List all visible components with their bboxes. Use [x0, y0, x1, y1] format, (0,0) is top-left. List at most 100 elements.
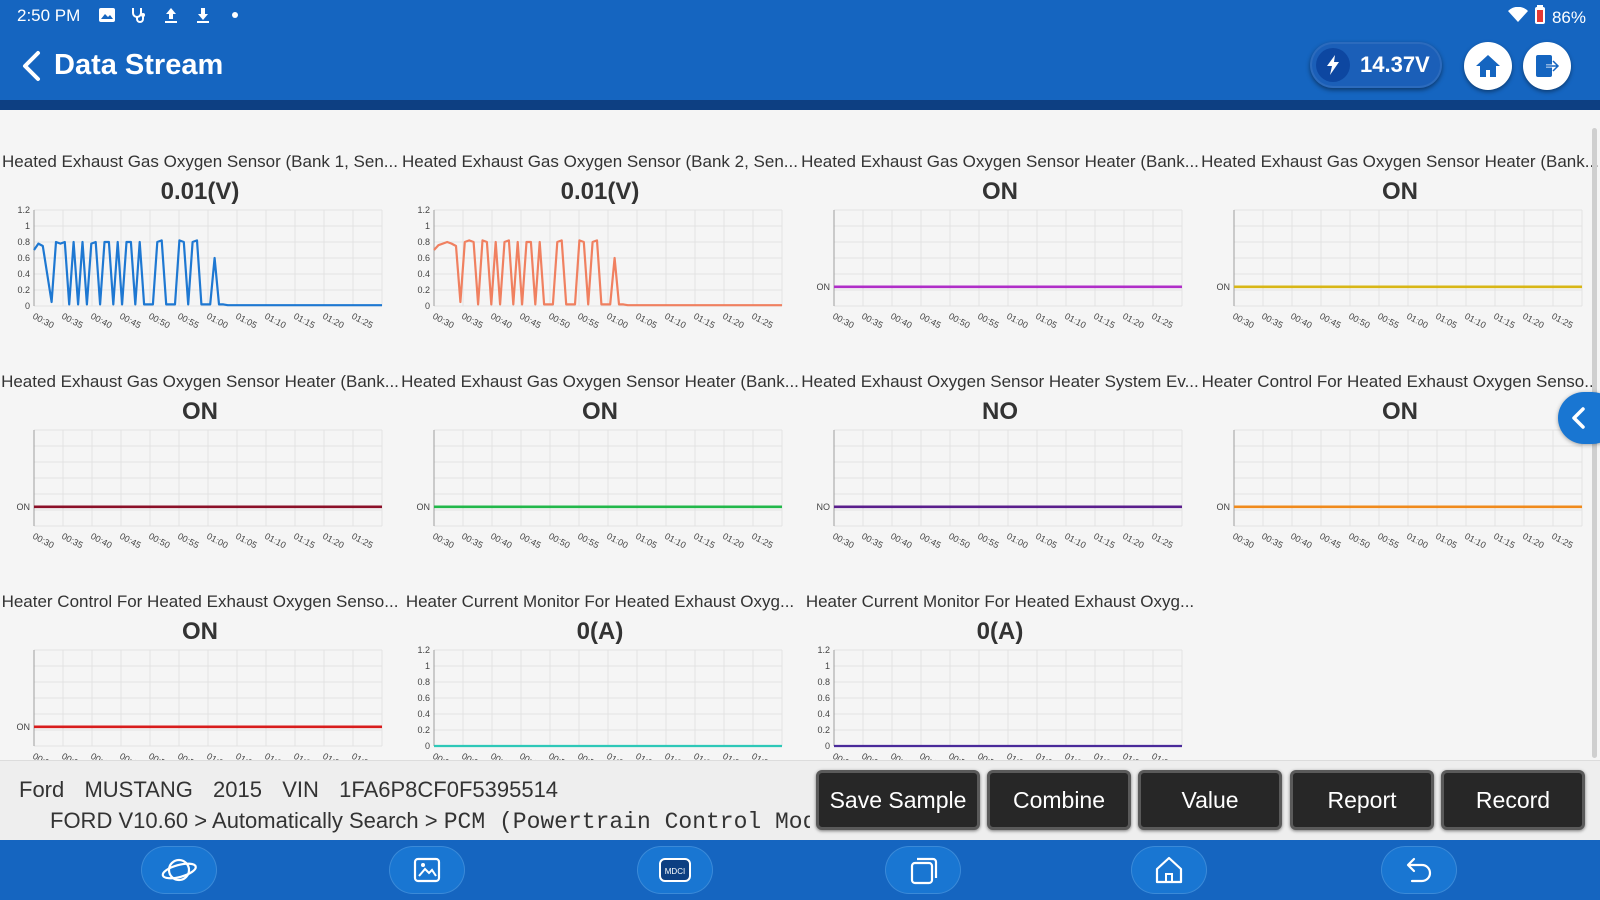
x-tick-label: 01:05 [234, 311, 259, 330]
x-tick-label: 00:45 [918, 311, 943, 330]
y-state-label: ON [17, 722, 31, 732]
y-tick-label: 0.8 [817, 677, 830, 687]
y-state-label: ON [17, 502, 31, 512]
x-tick-label: 00:35 [60, 311, 85, 330]
data-stream-panel[interactable]: Heated Exhaust Gas Oxygen Sensor Heater … [0, 330, 400, 550]
data-stream-panel[interactable]: Heater Control For Heated Exhaust Oxygen… [0, 550, 400, 770]
data-stream-panel[interactable]: Heated Exhaust Oxygen Sensor Heater Syst… [800, 330, 1200, 550]
data-stream-panel[interactable]: Heater Control For Heated Exhaust Oxygen… [1200, 330, 1600, 550]
y-tick-label: 0.4 [17, 269, 30, 279]
data-stream-panel[interactable]: Heated Exhaust Gas Oxygen Sensor Heater … [1200, 110, 1600, 330]
report-button[interactable]: Report [1290, 770, 1434, 830]
x-tick-label: 00:40 [489, 531, 514, 550]
value-button[interactable]: Value [1138, 770, 1282, 830]
breadcrumb-module: PCM (Powertrain Control Mod [443, 809, 810, 835]
x-tick-label: 01:10 [1063, 311, 1088, 330]
x-tick-label: 00:55 [1376, 311, 1401, 330]
status-bar: 2:50 PM 86% [0, 0, 1600, 32]
panel-parameter-name: Heated Exhaust Gas Oxygen Sensor Heater … [801, 152, 1199, 171]
y-tick-label: 1.2 [417, 645, 430, 655]
data-stream-panel[interactable]: Heater Current Monitor For Heated Exhaus… [800, 550, 1200, 770]
nav-recent-apps-button[interactable] [885, 846, 961, 894]
x-tick-label: 00:30 [431, 531, 456, 550]
x-tick-label: 00:50 [947, 311, 972, 330]
y-tick-label: 0.8 [417, 677, 430, 687]
lightning-icon [1316, 48, 1350, 82]
combine-button[interactable]: Combine [987, 770, 1131, 830]
nav-planet-button[interactable] [141, 846, 217, 894]
x-tick-label: 00:40 [889, 311, 914, 330]
panel-parameter-value: 0(A) [976, 618, 1024, 645]
x-tick-label: 00:35 [860, 531, 885, 550]
x-tick-label: 00:50 [547, 531, 572, 550]
panel-chart: 00.20.40.60.811.200:30 00:35 00:40 00:45 00:… [417, 205, 783, 330]
save-sample-button[interactable]: Save Sample [816, 770, 980, 830]
upload-icon [160, 4, 182, 26]
x-tick-label: 00:35 [460, 531, 485, 550]
side-panel-toggle[interactable] [1558, 392, 1600, 444]
panel-parameter-value: ON [1382, 178, 1418, 205]
y-tick-label: 1 [825, 661, 830, 671]
x-tick-label: 01:05 [1034, 311, 1059, 330]
x-tick-label: 01:10 [263, 311, 288, 330]
panel-parameter-value: 0.01(V) [160, 178, 240, 205]
data-stream-panel[interactable]: Heater Current Monitor For Heated Exhaus… [400, 550, 800, 770]
x-tick-label: 01:20 [721, 311, 746, 330]
panel-parameter-name: Heated Exhaust Gas Oxygen Sensor Heater … [1, 372, 399, 391]
x-tick-label: 01:15 [1092, 311, 1117, 330]
back-button[interactable] [14, 48, 48, 84]
panel-parameter-name: Heater Current Monitor For Heated Exhaus… [805, 592, 1195, 611]
x-tick-label: 00:40 [1289, 531, 1314, 550]
nav-home-button[interactable] [1131, 846, 1207, 894]
download-icon [192, 4, 214, 26]
y-tick-label: 0 [425, 301, 430, 311]
y-state-label: ON [417, 502, 431, 512]
y-tick-label: 0.4 [417, 709, 430, 719]
status-icons [96, 4, 246, 26]
back-icon [1406, 857, 1432, 883]
data-stream-panel[interactable]: Heated Exhaust Gas Oxygen Sensor (Bank 2… [400, 110, 800, 330]
nav-mdci-button[interactable]: MDCI [637, 846, 713, 894]
x-tick-label: 01:20 [321, 311, 346, 330]
panel-parameter-value: NO [982, 398, 1018, 425]
exit-button[interactable] [1523, 42, 1571, 90]
bottom-nav-bar: MDCI [0, 840, 1600, 900]
x-tick-label: 00:30 [431, 311, 456, 330]
data-stream-panel[interactable]: Heated Exhaust Gas Oxygen Sensor Heater … [800, 110, 1200, 330]
panel-chart: ON00:300:300:400:400:500:501:001:001:101… [17, 649, 383, 768]
wifi-icon [1507, 6, 1528, 28]
y-state-label: ON [817, 282, 831, 292]
x-tick-label: 01:00 [1005, 311, 1030, 330]
panel-parameter-name: Heater Control For Heated Exhaust Oxygen… [1, 592, 399, 611]
stethoscope-icon [128, 4, 150, 26]
nav-back-button[interactable] [1381, 846, 1457, 894]
data-stream-panel[interactable]: Heated Exhaust Gas Oxygen Sensor Heater … [400, 330, 800, 550]
y-state-label: ON [1217, 502, 1231, 512]
record-button[interactable]: Record [1441, 770, 1585, 830]
x-tick-label: 01:00 [1405, 311, 1430, 330]
x-tick-label: 01:05 [634, 531, 659, 550]
dot-icon [224, 4, 246, 26]
panel-parameter-value: ON [582, 398, 618, 425]
y-tick-label: 0.6 [17, 253, 30, 263]
x-tick-label: 01:10 [1463, 531, 1488, 550]
data-stream-panel[interactable]: Heated Exhaust Gas Oxygen Sensor (Bank 1… [0, 110, 400, 330]
x-tick-label: 01:25 [350, 531, 375, 550]
y-tick-label: 1.2 [17, 205, 30, 215]
panel-parameter-value: ON [182, 618, 218, 645]
nav-gallery-button[interactable] [389, 846, 465, 894]
y-tick-label: 0.2 [417, 725, 430, 735]
x-tick-label: 00:30 [31, 531, 56, 550]
x-tick-label: 00:55 [976, 531, 1001, 550]
x-tick-label: 00:50 [1347, 531, 1372, 550]
x-tick-label: 01:10 [263, 531, 288, 550]
x-tick-label: 00:45 [118, 531, 143, 550]
panel-chart: 00.20.40.60.811.200:300:300:400:400:500:… [817, 645, 1183, 768]
planet-icon [161, 858, 197, 882]
x-tick-label: 00:35 [860, 311, 885, 330]
x-tick-label: 01:15 [692, 311, 717, 330]
x-tick-label: 00:45 [118, 311, 143, 330]
home-button[interactable] [1464, 42, 1512, 90]
